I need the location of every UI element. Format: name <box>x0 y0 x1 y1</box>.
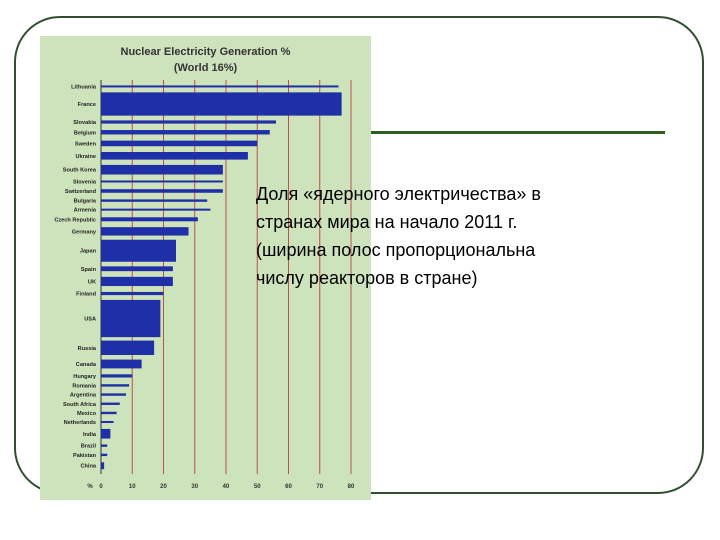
category-label: Spain <box>81 267 97 273</box>
bar <box>101 402 120 405</box>
bar <box>101 227 189 236</box>
x-tick-label: 60 <box>285 484 292 490</box>
bar <box>101 384 130 387</box>
caption-line-1: Доля «ядерного электричества» в <box>256 184 541 204</box>
chart-subtitle: (World 16%) <box>173 62 238 74</box>
category-label: Czech Republic <box>54 217 96 223</box>
category-label: Hungary <box>73 374 97 380</box>
bar <box>101 208 211 211</box>
bar <box>101 444 108 447</box>
category-label: France <box>78 102 96 108</box>
caption-line-3: (ширина полос пропорциональна <box>256 240 536 260</box>
bar <box>101 276 173 287</box>
accent-line <box>371 131 665 134</box>
category-label: Sweden <box>75 141 97 147</box>
category-label: Armenia <box>74 208 97 214</box>
slide-caption: Доля «ядерного электричества» в странах … <box>256 180 696 292</box>
x-tick-label: 20 <box>160 484 167 490</box>
x-tick-label: 30 <box>191 484 198 490</box>
bar <box>101 217 198 222</box>
category-label: Germany <box>72 229 97 235</box>
bar <box>101 453 108 457</box>
category-label: UK <box>88 279 96 285</box>
chart-panel: Nuclear Electricity Generation % (World … <box>40 36 371 500</box>
x-tick-label: 80 <box>348 484 355 490</box>
x-tick-label: 10 <box>129 484 136 490</box>
bar <box>101 411 117 415</box>
category-label: Japan <box>80 249 97 255</box>
bar <box>101 92 342 116</box>
x-tick-label: 0 <box>99 484 103 490</box>
category-label: South Korea <box>63 168 97 174</box>
category-label: Mexico <box>77 411 97 417</box>
bar <box>101 359 142 369</box>
caption-line-4: числу реакторов в стране) <box>256 268 478 288</box>
category-label: Pakistan <box>73 453 97 459</box>
category-label: Belgium <box>74 130 96 136</box>
category-label: Netherlands <box>64 420 96 426</box>
bar <box>101 164 223 175</box>
bar <box>101 85 339 88</box>
bar <box>101 180 223 183</box>
category-label: Ukraine <box>75 154 96 160</box>
x-tick-label: 70 <box>316 484 323 490</box>
bar <box>101 189 223 193</box>
bar <box>101 120 276 124</box>
category-label: Finland <box>76 292 96 298</box>
category-label: China <box>80 464 96 470</box>
bar <box>101 393 126 396</box>
bar <box>101 291 164 296</box>
bar <box>101 199 208 202</box>
bar <box>101 239 176 262</box>
category-label: Brazil <box>81 444 97 450</box>
bar <box>101 374 133 378</box>
category-label: Russia <box>78 346 97 352</box>
bar-chart: 0 10 20 30 40 50 60 70 80% Lithuania France Slovaki… <box>54 80 355 490</box>
x-tick-label: 40 <box>223 484 230 490</box>
bar <box>101 152 248 160</box>
category-label: Slovakia <box>73 120 97 126</box>
category-label: Argentina <box>70 393 97 399</box>
category-label: India <box>83 432 97 438</box>
x-tick-label: 50 <box>254 484 261 490</box>
category-label: Switzerland <box>65 189 97 195</box>
bar <box>101 428 111 439</box>
category-label: Bulgaria <box>74 199 97 205</box>
category-label: Slovenia <box>73 179 97 185</box>
category-label: Romania <box>72 383 97 389</box>
category-label: USA <box>84 317 96 323</box>
caption-line-2: странах мира на начало 2011 г. <box>256 212 518 232</box>
bar <box>101 420 114 423</box>
bar <box>101 266 173 272</box>
category-label: Canada <box>76 362 97 368</box>
bar <box>101 130 270 135</box>
x-axis-label: % <box>87 484 93 490</box>
category-label: South Africa <box>63 402 97 408</box>
category-label: Lithuania <box>71 84 97 90</box>
bar <box>101 462 105 470</box>
bar <box>101 140 258 147</box>
bar <box>101 340 155 356</box>
bar <box>101 299 161 338</box>
chart-title: Nuclear Electricity Generation % (World … <box>40 44 371 76</box>
chart-title-main: Nuclear Electricity Generation % <box>120 46 291 58</box>
